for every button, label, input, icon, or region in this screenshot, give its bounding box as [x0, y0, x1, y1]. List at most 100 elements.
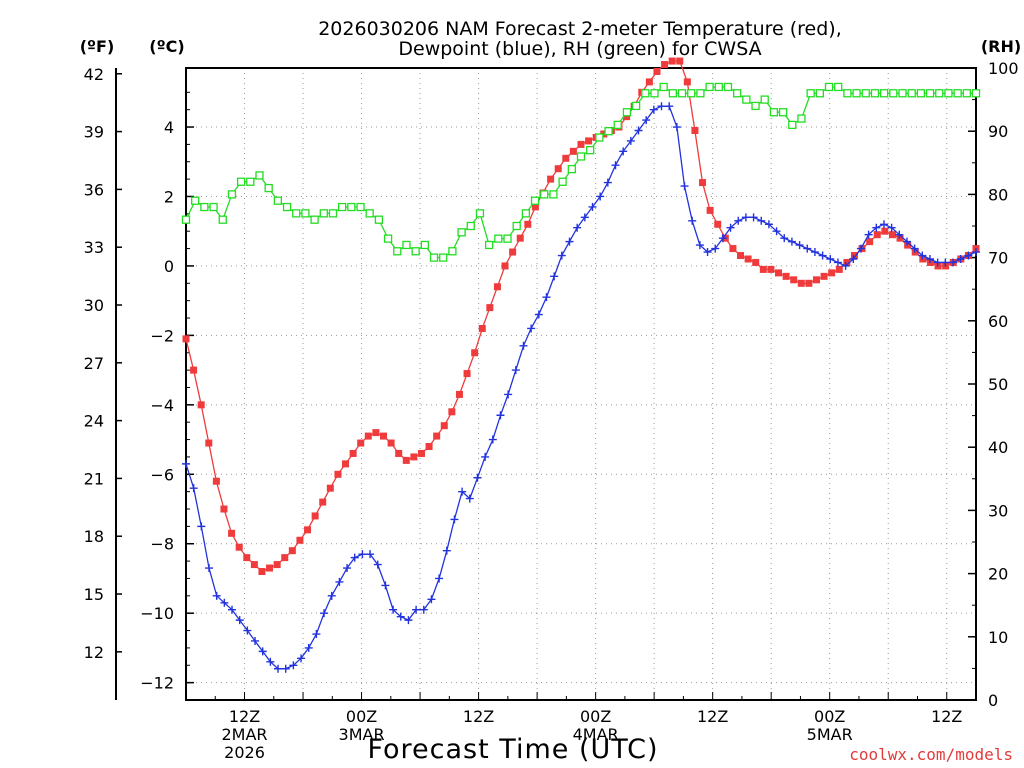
temperature-point: [357, 439, 365, 447]
relative-humidity-point: [292, 209, 301, 218]
dewpoint-point: [550, 272, 559, 281]
relative-humidity-point: [631, 101, 641, 111]
dewpoint-point: [389, 605, 398, 614]
relative-humidity-point: [227, 190, 237, 199]
relative-humidity-point: [264, 183, 273, 193]
rh-tick-label: 50: [988, 375, 1008, 394]
temperature-point: [691, 127, 699, 135]
temperature-point: [668, 57, 676, 65]
relative-humidity-point: [236, 177, 246, 186]
temperature-point: [706, 206, 714, 214]
relative-humidity-point: [843, 89, 852, 98]
rh-tick-label: 10: [988, 628, 1008, 647]
dewpoint-point: [381, 581, 390, 590]
relative-humidity-point: [411, 247, 420, 256]
temperature-point: [440, 422, 448, 430]
temperature-point: [493, 283, 501, 291]
relative-humidity-point: [365, 209, 374, 218]
temperature-point: [372, 429, 380, 437]
x-tick-label: 3MAR: [339, 725, 385, 744]
dewpoint-point: [442, 546, 451, 555]
relative-humidity-point: [457, 228, 466, 237]
rh-tick-label: 30: [988, 501, 1008, 520]
relative-humidity-point: [613, 120, 622, 130]
relative-humidity-point: [668, 89, 678, 98]
dewpoint-point: [596, 192, 605, 201]
dewpoint-point: [780, 234, 789, 243]
temperature-point: [425, 443, 433, 451]
dewpoint-point: [795, 241, 804, 250]
temperature-point: [775, 269, 782, 277]
celsius-tick-label: −4: [150, 396, 174, 415]
celsius-unit-label: (ºC): [149, 37, 184, 56]
temperature-point: [850, 252, 858, 260]
dewpoint-point: [603, 178, 612, 187]
dewpoint-point: [910, 244, 919, 253]
credit-text[interactable]: coolwx.com/models: [849, 745, 1013, 764]
relative-humidity-point: [797, 114, 806, 123]
dewpoint-point: [818, 251, 827, 260]
temperature-point: [729, 245, 737, 253]
relative-humidity-point: [659, 82, 668, 92]
relative-humidity-point: [595, 133, 604, 142]
axes: [115, 67, 977, 701]
relative-humidity-point: [530, 196, 540, 205]
relative-humidity-point: [742, 95, 751, 104]
dewpoint-point: [680, 182, 689, 191]
dewpoint-point: [458, 487, 467, 496]
relative-humidity-point: [962, 89, 971, 98]
dewpoint-point: [887, 223, 896, 232]
relative-humidity-point: [374, 215, 384, 224]
relative-humidity-point: [953, 89, 962, 98]
relative-humidity-point: [521, 209, 531, 218]
rh-tick-label: 60: [988, 312, 1008, 331]
temperature-point: [205, 439, 213, 447]
dewpoint-point: [373, 560, 382, 569]
x-tick-label: 12Z: [463, 707, 494, 726]
fahrenheit-tick-label: 36: [84, 180, 104, 199]
temperature-point: [197, 401, 205, 409]
relative-humidity-point: [815, 89, 824, 98]
dewpoint-point: [251, 636, 260, 645]
relative-humidity-point: [971, 89, 981, 98]
temperature-point: [235, 543, 243, 551]
relative-humidity-point: [200, 202, 209, 212]
relative-humidity-point: [687, 89, 696, 98]
relative-humidity-point: [870, 89, 880, 98]
temperature-point: [250, 561, 258, 569]
dewpoint-point: [504, 390, 513, 399]
dewpoint-point: [849, 254, 858, 263]
relative-humidity-point: [347, 202, 356, 212]
dewpoint-point: [481, 452, 490, 461]
relative-humidity-point: [925, 89, 935, 98]
temperature-point: [281, 554, 289, 562]
relative-humidity-point: [650, 89, 659, 98]
dewpoint-point: [695, 241, 704, 250]
dewpoint-point: [327, 591, 336, 600]
dewpoint-point: [864, 230, 873, 239]
temperature-point: [714, 220, 722, 228]
dewpoint-point: [902, 237, 911, 246]
dewpoint-point: [557, 251, 566, 260]
dewpoint-point: [718, 234, 727, 243]
relative-humidity-point: [549, 190, 558, 199]
temperature-point: [402, 456, 410, 464]
relative-humidity-point: [393, 247, 402, 256]
fahrenheit-tick-label: 39: [84, 123, 104, 142]
relative-humidity-point: [246, 177, 255, 186]
dewpoint-point: [205, 564, 214, 573]
x-tick-label: 12Z: [931, 707, 962, 726]
dewpoint-point: [235, 616, 244, 625]
dewpoint-point: [182, 459, 190, 468]
celsius-tick-label: 4: [164, 118, 174, 137]
relative-humidity-point: [751, 101, 760, 111]
temperature-point: [220, 505, 228, 513]
relative-humidity-point: [429, 253, 439, 262]
relative-humidity-line: [185, 86, 976, 259]
fahrenheit-tick-label: 21: [84, 469, 104, 488]
dewpoint-point: [626, 136, 635, 145]
dewpoint-point: [741, 213, 750, 222]
dewpoint-point: [197, 522, 206, 531]
temperature-point: [319, 498, 327, 506]
